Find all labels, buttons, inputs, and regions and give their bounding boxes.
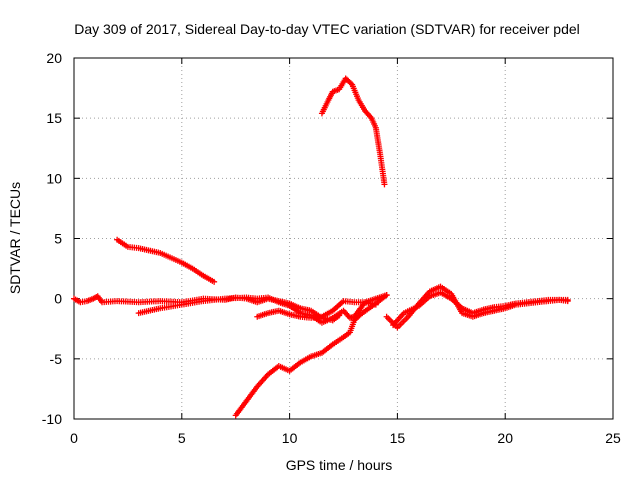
x-tick-label: 5	[178, 430, 186, 446]
x-tick-label: 10	[282, 430, 298, 446]
y-tick-label: 0	[54, 291, 62, 307]
chart-title: Day 309 of 2017, Sidereal Day-to-day VTE…	[74, 21, 580, 37]
grid-lines	[74, 58, 613, 419]
series-arc-5	[232, 292, 390, 419]
data-point	[383, 292, 390, 299]
series-arc-2	[114, 236, 218, 285]
data-points	[71, 75, 571, 419]
x-tick-label: 20	[497, 430, 513, 446]
series-arc-6	[318, 75, 388, 188]
y-tick-label: 10	[46, 170, 62, 186]
series-arc-1	[71, 293, 343, 324]
series-arc-8	[390, 289, 571, 329]
y-tick-label: -5	[50, 351, 63, 367]
y-tick-label: 15	[46, 110, 62, 126]
y-tick-label: 5	[54, 231, 62, 247]
data-point	[381, 181, 388, 188]
x-tick-label: 25	[605, 430, 621, 446]
data-point	[211, 278, 218, 285]
x-axis-label: GPS time / hours	[286, 457, 393, 473]
x-tick-label: 0	[70, 430, 78, 446]
x-axis-ticks: 0 5 10 15 20 25	[70, 58, 621, 446]
data-point	[347, 80, 354, 87]
y-tick-label: -10	[42, 411, 62, 427]
y-tick-label: 20	[46, 50, 62, 66]
x-tick-label: 15	[390, 430, 406, 446]
y-axis-label: SDTVAR / TECUs	[7, 182, 23, 294]
data-point	[564, 298, 571, 305]
y-axis-ticks: -10 -5 0 5 10 15 20	[42, 50, 613, 427]
